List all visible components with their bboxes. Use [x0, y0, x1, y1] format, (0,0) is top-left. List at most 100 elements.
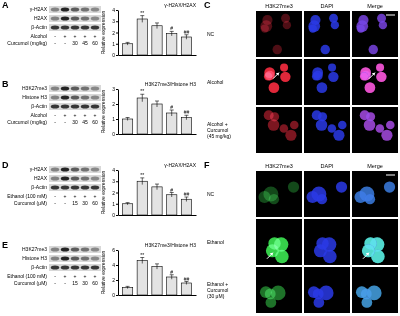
- error-stem: [142, 16, 143, 23]
- condition-label: Ethanol (100 mM): [7, 193, 47, 199]
- nucleus-signal: [270, 112, 279, 121]
- micrograph: [256, 11, 302, 57]
- micrograph-background: [304, 219, 350, 265]
- error-stem: [186, 35, 187, 40]
- micrograph-background: [304, 11, 350, 57]
- y-tick-label: 0: [112, 292, 115, 298]
- blot-band: [71, 87, 79, 91]
- chart-title: H3K27me3/Histone H3: [145, 242, 196, 248]
- blot-band: [71, 266, 79, 270]
- x-axis-line: [119, 295, 197, 296]
- nucleus-signal: [280, 72, 290, 82]
- blot-band: [91, 96, 99, 100]
- condition-value: +: [84, 112, 87, 118]
- y-tick-mark: [116, 181, 118, 182]
- x-axis-line: [119, 134, 197, 135]
- significance-mark: **: [140, 252, 144, 258]
- y-tick-mark: [116, 265, 118, 266]
- nucleus-signal: [376, 72, 386, 82]
- nucleus-signal: [356, 20, 368, 32]
- arrow-head: [372, 73, 375, 76]
- arrow-shaft: [363, 253, 369, 259]
- blot-strip: [49, 6, 101, 13]
- blot-band: [81, 96, 89, 100]
- blot-band: [51, 248, 59, 252]
- y-tick-label: 4: [112, 7, 115, 13]
- y-tick-mark: [116, 10, 118, 11]
- error-stem: [186, 115, 187, 120]
- row-label: Ethanol: [207, 239, 224, 245]
- nucleus-signal: [285, 130, 296, 141]
- panel-letter: F: [204, 160, 210, 170]
- error-cap: [126, 42, 130, 43]
- blot-strip: [49, 166, 101, 173]
- micrograph-background: [352, 59, 398, 105]
- bar: [122, 44, 132, 55]
- blot-band: [61, 266, 69, 270]
- condition-value: -: [64, 280, 66, 286]
- condition-label: Curcumol (mg/kg): [7, 40, 47, 46]
- y-tick-label: 3: [112, 178, 115, 184]
- y-tick: 6: [112, 247, 118, 253]
- error-bar: [140, 94, 144, 102]
- condition-value: -: [64, 200, 66, 206]
- image-panel: CH3K27me3DAPIMergeNCAlcoholAlcohol +Curc…: [204, 0, 398, 153]
- y-tick: 3: [112, 86, 118, 92]
- error-bar: [155, 101, 159, 107]
- y-tick-label: 2: [112, 277, 115, 283]
- blot-band: [91, 177, 99, 181]
- blot-band: [61, 186, 69, 190]
- blot-band: [71, 257, 79, 261]
- y-tick-mark: [116, 215, 118, 216]
- y-tick: 0: [112, 131, 118, 137]
- nucleus-signal: [288, 181, 299, 192]
- condition-value: +: [94, 273, 97, 279]
- condition-value: -: [54, 193, 56, 199]
- nucleus-signal: [290, 121, 299, 130]
- micrograph: [304, 267, 350, 313]
- y-tick: 3: [112, 18, 118, 24]
- error-stem: [127, 203, 128, 205]
- error-bar: [184, 115, 188, 120]
- error-bar: [184, 282, 188, 285]
- micrograph-background: [256, 171, 302, 217]
- micrograph-background: [352, 267, 398, 313]
- error-cap: [126, 117, 130, 118]
- condition-value: +: [94, 112, 97, 118]
- condition-value: 45: [82, 40, 88, 46]
- nucleus-dapi: [321, 45, 330, 54]
- nucleus-signal: [280, 64, 288, 72]
- condition-value: -: [54, 273, 56, 279]
- nucleus-dapi: [366, 112, 375, 121]
- blot-band: [51, 26, 59, 30]
- condition-value: +: [64, 112, 67, 118]
- error-bar: [184, 35, 188, 40]
- micrograph-background: [256, 219, 302, 265]
- plot-marks: [122, 94, 191, 134]
- y-tick: 1: [112, 116, 118, 122]
- error-stem: [127, 286, 128, 288]
- nucleus-signal: [260, 20, 272, 32]
- nucleus-dapi: [338, 121, 347, 130]
- chart-title: H3K27me3/Histone H3: [145, 81, 196, 87]
- y-axis-title: Relative expression: [100, 250, 106, 294]
- blot-band: [61, 257, 69, 261]
- blot-strip: [49, 264, 101, 271]
- blot-row-label: γ-H2AX: [30, 6, 48, 12]
- nucleus-dapi: [356, 20, 368, 32]
- nucleus-signal: [379, 21, 387, 29]
- condition-value: -: [54, 200, 56, 206]
- y-tick: 1: [112, 41, 118, 47]
- blot-band: [61, 96, 69, 100]
- image-panel: FH3K27me3DAPIMergeNCEthanolEthanol +Curc…: [204, 160, 398, 313]
- nucleus-dapi: [312, 72, 320, 80]
- error-stem: [171, 193, 172, 198]
- error-bar: [170, 110, 174, 116]
- nucleus-dapi: [328, 64, 336, 72]
- error-bar: [170, 31, 174, 36]
- condition-label: Ethanol (100 mM): [7, 273, 47, 279]
- blot-band: [61, 168, 69, 172]
- nucleus-signal: [376, 64, 384, 72]
- y-tick-label: 2: [112, 190, 115, 196]
- arrow-shaft: [273, 73, 279, 79]
